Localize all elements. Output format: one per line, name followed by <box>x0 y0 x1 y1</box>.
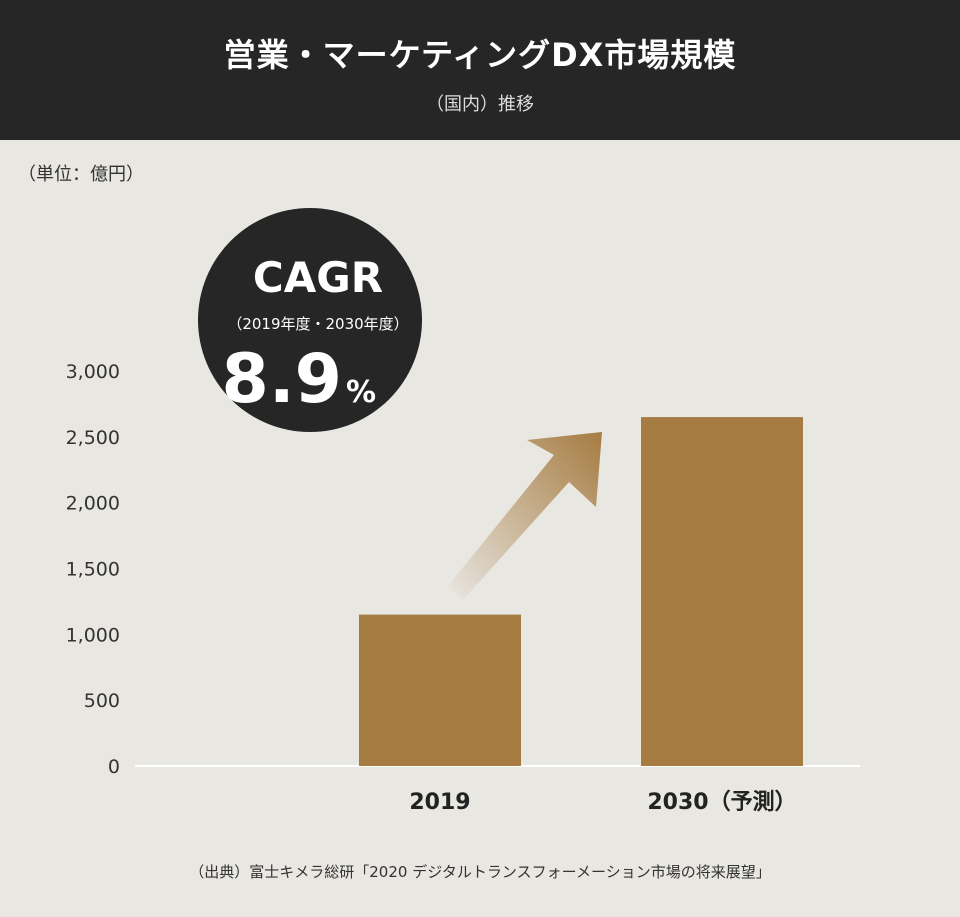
source-note: （出典）富士キメラ総研「2020 デジタルトランスフォーメーション市場の将来展望… <box>189 863 771 881</box>
chart-subtitle: （国内）推移 <box>426 94 534 115</box>
header-banner: 営業・マーケティングDX市場規模 （国内）推移 <box>0 0 960 140</box>
cagr-badge: CAGR （2019年度・2030年度） 8.9 % <box>198 208 422 432</box>
bar <box>641 417 803 766</box>
x-tick-label: 2019 <box>409 790 470 815</box>
y-tick-label: 2,000 <box>66 493 120 515</box>
y-tick-label: 1,000 <box>66 624 120 646</box>
cagr-label: CAGR <box>253 253 383 302</box>
bar <box>359 614 521 766</box>
y-axis: 0 500 1,000 1,500 2,000 2,500 3,000 <box>66 361 120 778</box>
y-tick-label: 0 <box>108 756 120 778</box>
y-tick-label: 3,000 <box>66 361 120 383</box>
y-tick-label: 500 <box>84 690 120 712</box>
cagr-percent-sign: % <box>346 375 376 410</box>
chart-title: 営業・マーケティングDX市場規模 <box>223 36 737 74</box>
unit-label: （単位：億円） <box>18 164 144 185</box>
cagr-period: （2019年度・2030年度） <box>227 315 408 333</box>
bars-group <box>359 417 803 766</box>
cagr-value: 8.9 <box>222 340 342 419</box>
x-tick-label: 2030（予測） <box>647 790 796 815</box>
y-tick-label: 2,500 <box>66 427 120 449</box>
x-axis-labels: 2019 2030（予測） <box>409 790 796 815</box>
cagr-circle <box>198 208 422 432</box>
growth-arrow <box>448 432 602 600</box>
y-tick-label: 1,500 <box>66 559 120 581</box>
